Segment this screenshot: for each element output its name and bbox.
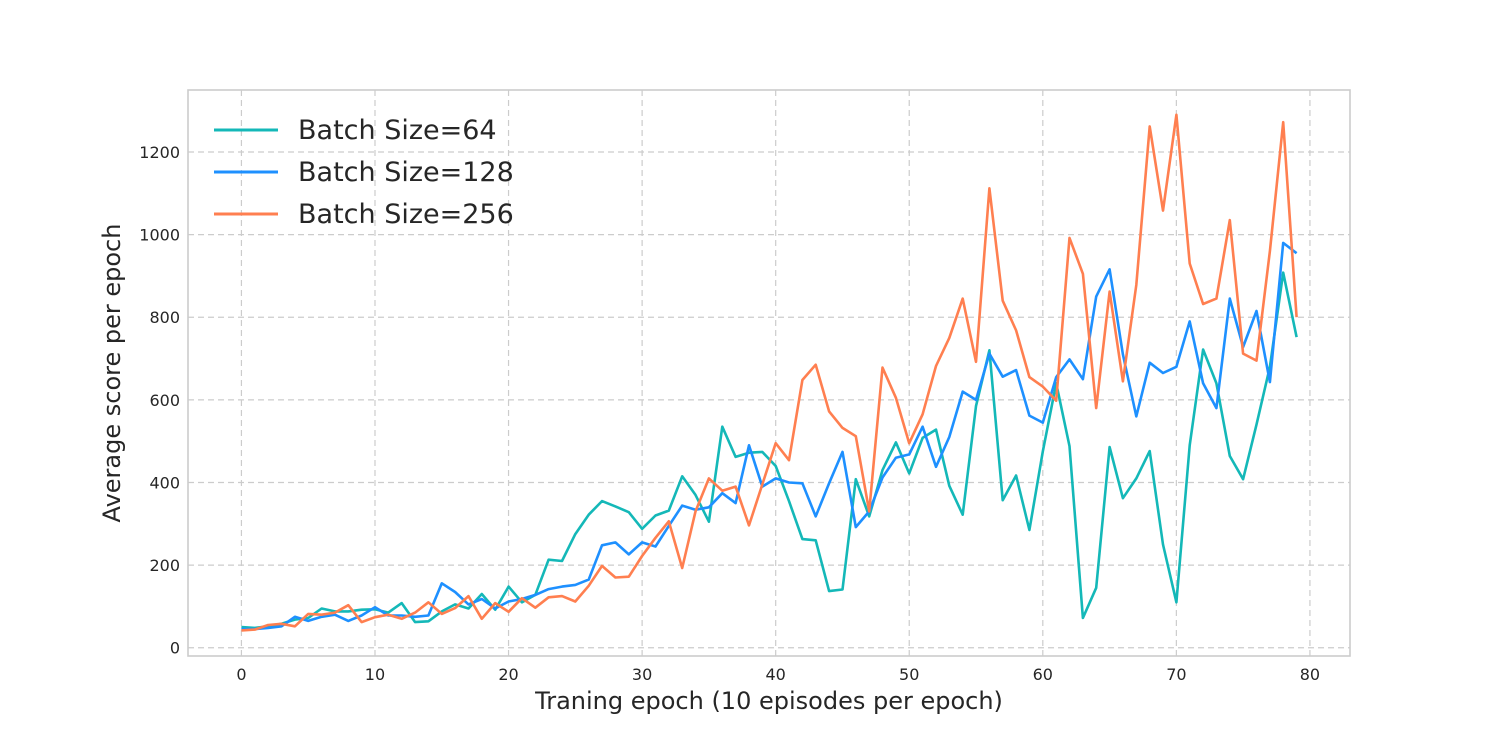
x-tick-label: 60 [1033, 665, 1053, 684]
legend-label-batch-256: Batch Size=256 [298, 199, 514, 230]
x-axis-label: Traning epoch (10 episodes per epoch) [534, 687, 1003, 715]
y-tick-label: 800 [149, 308, 180, 327]
y-tick-label: 0 [170, 639, 180, 658]
series-layer [241, 113, 1298, 632]
y-tick-label: 200 [149, 556, 180, 575]
series-line-batch-size-128 [241, 241, 1298, 631]
x-tick-label: 30 [632, 665, 652, 684]
y-axis-label: Average score per epoch [98, 224, 126, 523]
x-tick-label: 80 [1300, 665, 1320, 684]
y-axis-ticks: 0 200 400 600 800 1000 1200 [139, 143, 180, 658]
series-line-batch-size-256 [241, 113, 1298, 632]
legend: Batch Size=64 Batch Size=128 Batch Size=… [214, 115, 514, 230]
y-tick-label: 400 [149, 473, 180, 492]
x-tick-label: 40 [765, 665, 785, 684]
x-tick-label: 20 [498, 665, 518, 684]
plot-frame [187, 89, 1351, 657]
x-axis-ticks: 0 10 20 30 40 50 60 70 80 [236, 665, 1320, 684]
x-tick-label: 10 [365, 665, 385, 684]
x-tick-label: 70 [1166, 665, 1186, 684]
legend-label-batch-64: Batch Size=64 [298, 115, 497, 146]
y-tick-label: 1000 [139, 226, 180, 245]
x-tick-label: 50 [899, 665, 919, 684]
series-line-batch-size-64 [241, 271, 1298, 630]
x-tick-label: 0 [236, 665, 246, 684]
legend-label-batch-128: Batch Size=128 [298, 157, 514, 188]
grid-layer [188, 90, 1350, 656]
y-tick-label: 600 [149, 391, 180, 410]
y-tick-label: 1200 [139, 143, 180, 162]
